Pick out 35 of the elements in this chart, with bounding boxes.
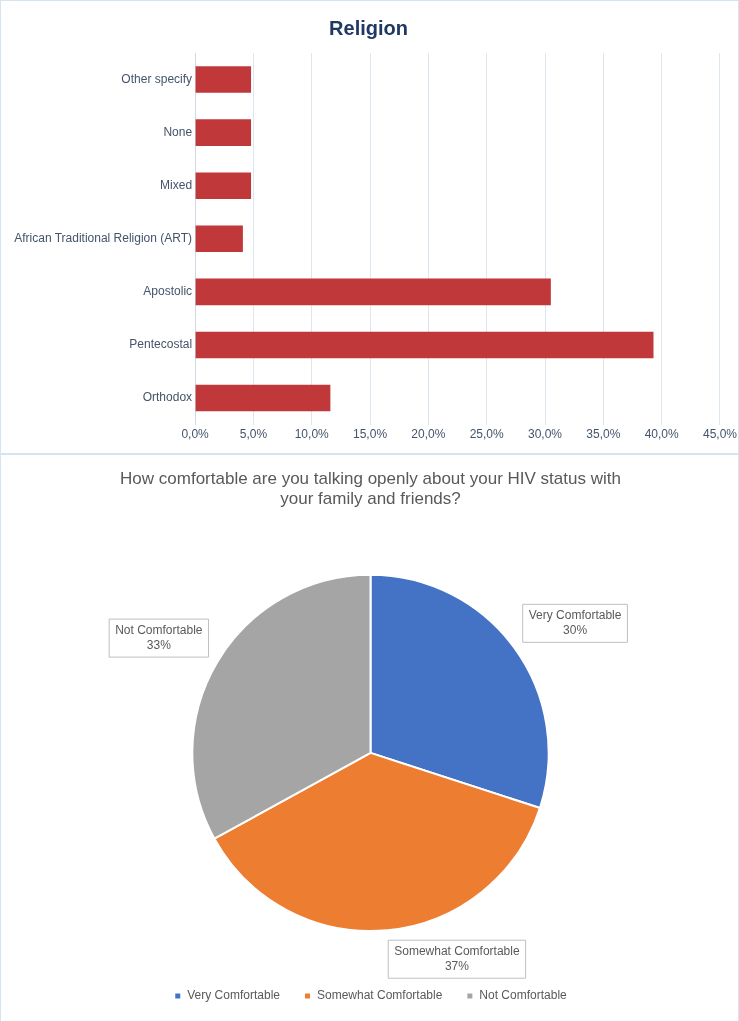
x-tick-label: 0,0% [181, 427, 210, 442]
slice-label: Not Comfortable [115, 622, 203, 637]
x-tick-label: 35,0% [586, 427, 621, 442]
y-tick-label: None [163, 124, 193, 139]
y-tick-label: Other specify [121, 71, 193, 86]
chart-title: How comfortable are you talking openly about your HIV status with your family and friends? [120, 468, 621, 509]
legend-label: Somewhat Comfortable [316, 988, 443, 1003]
bar [195, 225, 243, 253]
x-tick-label: 20,0% [411, 427, 446, 442]
x-tick-label: 5,0% [239, 427, 268, 442]
x-tick-label: 45,0% [702, 427, 738, 442]
x-tick-label: 40,0% [644, 427, 679, 442]
bar [195, 384, 331, 412]
legend-label: Very Comfortable [187, 988, 281, 1003]
y-tick-label: African Traditional Religion (ART) [14, 231, 193, 246]
y-tick-label: Orthodox [142, 390, 193, 405]
x-tick-label: 15,0% [353, 427, 388, 442]
legend-label: Not Comfortable [479, 988, 568, 1003]
y-tick-label: Mixed [160, 178, 193, 193]
x-tick-label: 25,0% [469, 427, 505, 442]
slice-label: Very Comfortable [528, 608, 622, 623]
slice-label: Somewhat Comfortable [394, 944, 520, 959]
data-label: 33% [146, 637, 172, 652]
chart-title: Religion [329, 16, 408, 39]
bar [195, 331, 654, 359]
x-tick-label: 30,0% [528, 427, 563, 442]
bar [195, 278, 551, 306]
bar [195, 172, 252, 199]
y-tick-label: Pentecostal [129, 337, 193, 352]
data-label: 37% [444, 959, 470, 974]
y-tick-label: Apostolic [143, 284, 193, 299]
data-label: 30% [563, 623, 588, 638]
x-tick-label: 10,0% [294, 427, 330, 442]
bar [195, 66, 252, 93]
bar [195, 119, 252, 146]
